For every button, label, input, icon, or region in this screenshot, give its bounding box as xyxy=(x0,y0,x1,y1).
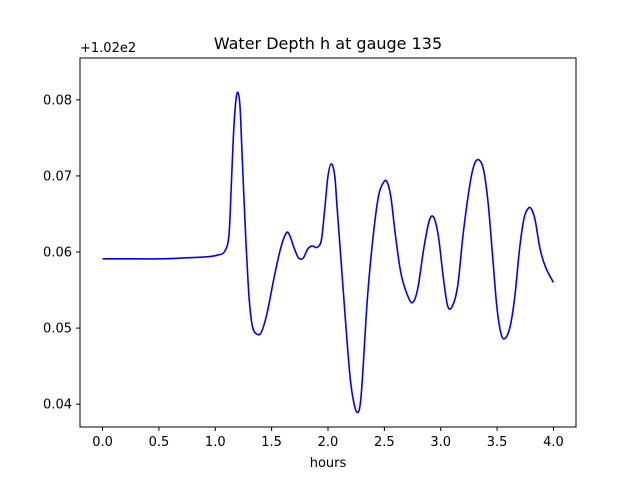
y-tick-label: 0.04 xyxy=(43,398,72,413)
x-tick-label: 0.5 xyxy=(149,435,170,450)
y-tick-label: 0.07 xyxy=(43,169,72,184)
x-tick-label: 2.5 xyxy=(374,435,395,450)
x-tick-label: 2.0 xyxy=(318,435,339,450)
y-tick-label: 0.08 xyxy=(43,93,72,108)
y-offset-label: +1.02e2 xyxy=(80,41,136,56)
plot-lines xyxy=(102,91,555,414)
y-tick-label: 0.06 xyxy=(43,246,72,261)
series-line-0 xyxy=(102,91,555,414)
x-tick-label: 3.0 xyxy=(430,435,451,450)
x-tick-label: 1.5 xyxy=(261,435,282,450)
plot-frame xyxy=(79,57,577,428)
x-tick-label: 1.0 xyxy=(205,435,226,450)
y-axis-ticks: 0.04 0.05 0.06 0.07 0.08 xyxy=(43,93,80,413)
x-tick-label: 4.0 xyxy=(543,435,564,450)
chart-title: Water Depth h at gauge 135 xyxy=(214,34,442,53)
x-tick-label: 0.0 xyxy=(92,435,113,450)
x-tick-label: 3.5 xyxy=(487,435,508,450)
y-tick-label: 0.05 xyxy=(43,322,72,337)
x-axis-label: hours xyxy=(310,456,347,471)
x-axis-ticks: 0.0 0.5 1.0 1.5 2.0 2.5 3.0 3.5 4.0 xyxy=(92,427,564,450)
